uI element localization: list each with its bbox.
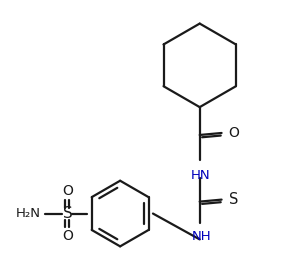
- Text: S: S: [229, 192, 238, 207]
- Text: HN: HN: [191, 169, 211, 182]
- Text: O: O: [62, 229, 73, 243]
- Text: O: O: [62, 184, 73, 198]
- Text: S: S: [63, 206, 72, 221]
- Text: H₂N: H₂N: [16, 207, 41, 220]
- Text: NH: NH: [192, 231, 211, 243]
- Text: O: O: [228, 126, 239, 140]
